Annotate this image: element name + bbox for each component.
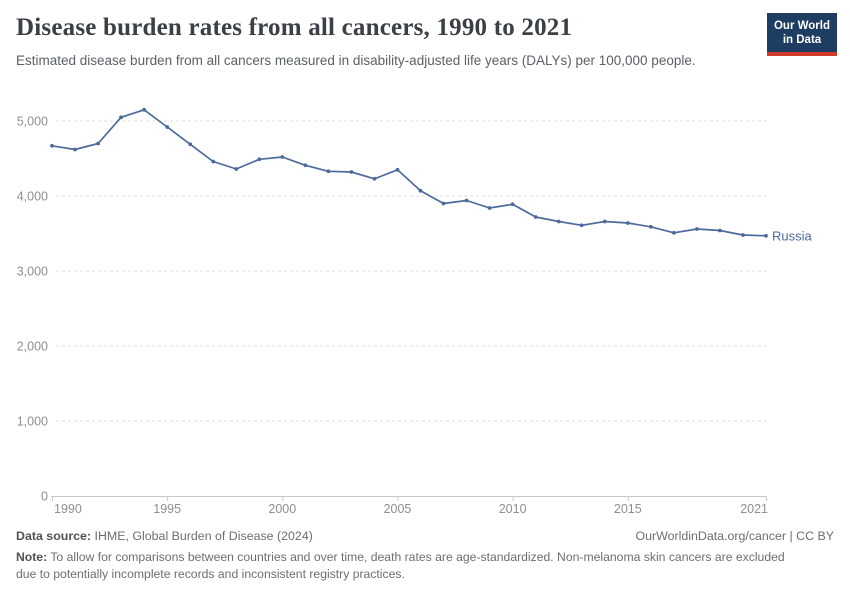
data-point[interactable]	[395, 167, 400, 172]
data-point[interactable]	[487, 206, 492, 210]
note-label: Note:	[16, 550, 48, 564]
x-axis-tick-label: 2005	[384, 502, 412, 515]
note-value: To allow for comparisons between countri…	[16, 550, 785, 582]
data-point[interactable]	[257, 157, 262, 162]
data-point[interactable]	[441, 201, 446, 206]
owid-logo[interactable]: Our World in Data	[767, 13, 837, 56]
data-point[interactable]	[188, 142, 193, 147]
data-point[interactable]	[418, 188, 423, 193]
data-source: Data source: IHME, Global Burden of Dise…	[16, 529, 313, 543]
owid-logo-line2: in Data	[782, 34, 822, 47]
chart-note: Note: To allow for comparisons between c…	[16, 549, 798, 584]
data-point[interactable]	[165, 125, 170, 129]
y-axis-tick-label: 3,000	[17, 265, 48, 279]
x-axis-tick-label: 2015	[614, 502, 642, 515]
data-point[interactable]	[718, 228, 722, 233]
data-point[interactable]	[556, 219, 561, 224]
data-point[interactable]	[50, 143, 54, 148]
data-point[interactable]	[211, 159, 216, 164]
data-source-label: Data source:	[16, 529, 92, 543]
owid-logo-line1: Our World	[773, 20, 830, 32]
x-axis-tick-label: 2021	[740, 502, 768, 515]
line-chart[interactable]: 0 1,000 2,000 3,000 4,000 5,000 1990 1995 2000 20…	[0, 95, 850, 515]
data-point[interactable]	[280, 155, 285, 159]
data-point[interactable]	[326, 169, 331, 174]
x-axis-tick-label: 1990	[54, 502, 82, 515]
data-point[interactable]	[741, 233, 745, 237]
data-point[interactable]	[579, 223, 584, 228]
data-point[interactable]	[73, 147, 77, 152]
data-point[interactable]	[602, 219, 607, 224]
page-title: Disease burden rates from all cancers, 1…	[16, 14, 573, 41]
chart-footer: Data source: IHME, Global Burden of Dise…	[0, 529, 850, 584]
owid-cc-link[interactable]: OurWorldinData.org/cancer | CC BY	[635, 529, 834, 543]
chart-header: Disease burden rates from all cancers, 1…	[0, 0, 850, 71]
data-point[interactable]	[142, 107, 147, 112]
x-axis-tick-label: 2000	[268, 502, 296, 515]
data-point[interactable]	[119, 115, 123, 120]
data-point[interactable]	[303, 163, 308, 168]
data-point[interactable]	[648, 224, 653, 229]
chart-canvas[interactable]: 0 1,000 2,000 3,000 4,000 5,000 1990 1995 2000 20…	[0, 95, 850, 515]
data-point[interactable]	[625, 221, 630, 225]
data-point[interactable]	[695, 227, 699, 231]
y-axis-tick-label: 4,000	[17, 190, 48, 204]
trend-line[interactable]	[51, 108, 767, 237]
y-axis-tick-label: 5,000	[17, 115, 48, 129]
series-label[interactable]: Russia	[772, 228, 813, 243]
data-point[interactable]	[510, 202, 515, 207]
data-point[interactable]	[96, 141, 100, 146]
data-point[interactable]	[533, 215, 538, 219]
data-point[interactable]	[349, 170, 354, 174]
data-point[interactable]	[672, 230, 676, 235]
chart-subtitle: Estimated disease burden from all cancer…	[16, 53, 696, 68]
x-axis-tick-label: 2010	[499, 502, 527, 515]
data-point[interactable]	[464, 198, 469, 203]
y-axis-tick-label: 1,000	[17, 415, 48, 429]
data-point[interactable]	[764, 233, 768, 238]
data-point[interactable]	[234, 167, 239, 171]
y-axis-tick-label: 0	[41, 490, 48, 504]
x-axis-tick-label: 1995	[153, 502, 181, 515]
y-axis-tick-label: 2,000	[17, 340, 48, 354]
data-point[interactable]	[372, 176, 377, 181]
data-source-value: IHME, Global Burden of Disease (2024)	[94, 529, 313, 543]
